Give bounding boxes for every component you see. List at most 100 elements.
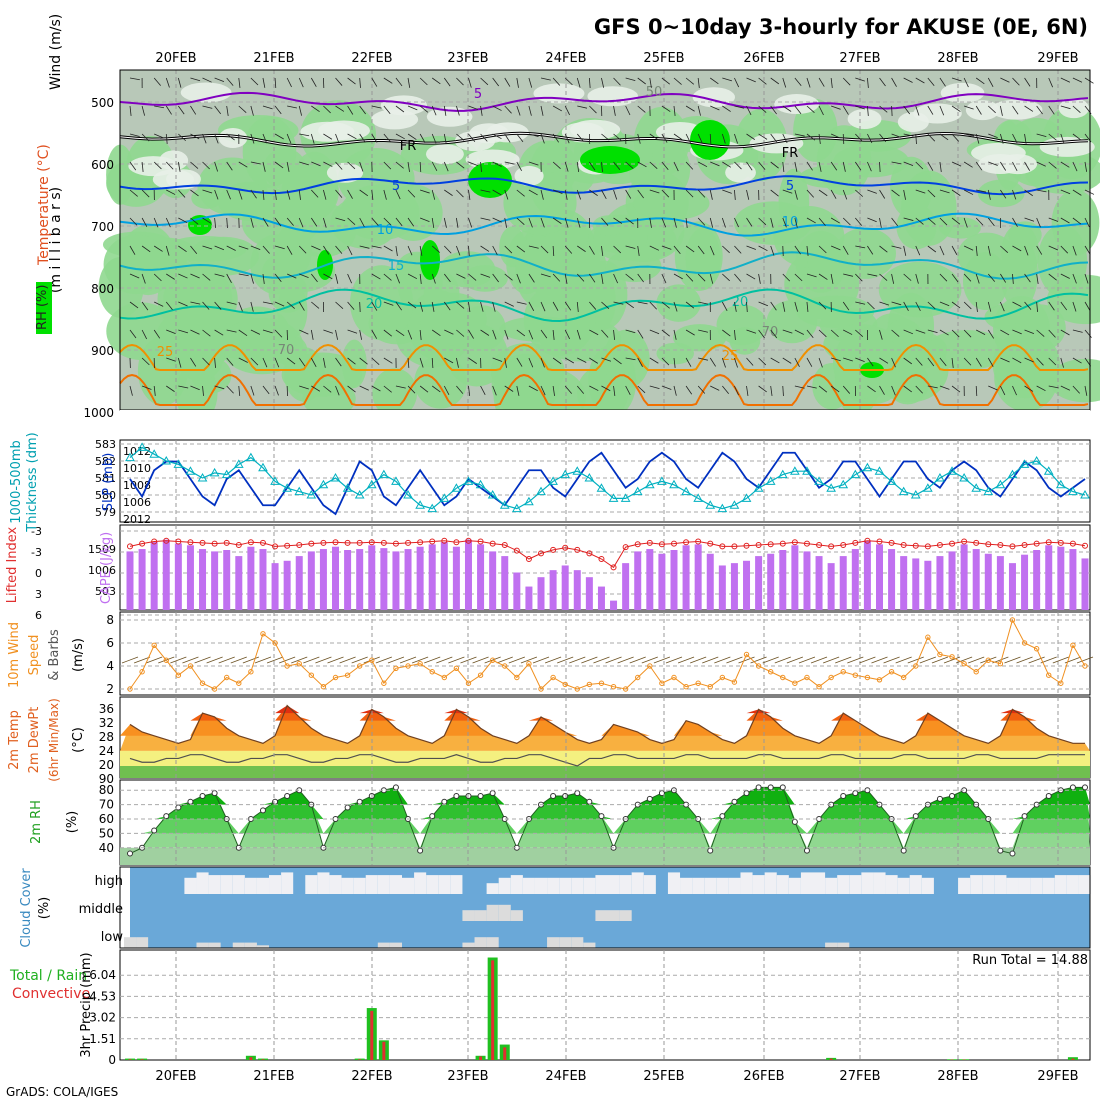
cape-bar bbox=[441, 542, 448, 610]
cloud-cell-clear bbox=[136, 937, 148, 948]
cape-bar bbox=[259, 549, 266, 610]
cape-bar bbox=[924, 561, 931, 610]
date-label-bottom: 22FEB bbox=[351, 1069, 392, 1084]
rh-area-dry bbox=[941, 83, 985, 103]
cloud-cell-clear bbox=[1079, 875, 1091, 894]
cloud-cell-clear bbox=[861, 872, 873, 894]
cloud-cell-clear bbox=[583, 943, 595, 948]
2m-rh-point bbox=[998, 848, 1003, 853]
wind10-label-2: Speed bbox=[27, 635, 42, 676]
cloud-cell-clear bbox=[873, 872, 885, 894]
rh-area-moist bbox=[282, 352, 363, 396]
cloud-cell-clear bbox=[789, 878, 801, 894]
2m-rh-point bbox=[599, 814, 604, 819]
cloud-cell-clear bbox=[1067, 875, 1079, 894]
lifted-tick-label: 0 bbox=[35, 567, 42, 580]
cloud-cell-clear bbox=[438, 875, 450, 894]
cloud-cell-clear bbox=[910, 875, 922, 894]
cloud-cell-clear bbox=[559, 878, 571, 894]
cloud-cell-clear bbox=[608, 875, 620, 894]
precip-convective-bar bbox=[249, 1057, 252, 1060]
wind-barb bbox=[892, 106, 893, 116]
cape-bar bbox=[284, 561, 291, 610]
cloud-cell-clear bbox=[644, 875, 656, 894]
cape-bar bbox=[683, 545, 690, 610]
date-label-top: 20FEB bbox=[155, 51, 196, 66]
precip-convective-bar bbox=[830, 1059, 833, 1060]
thickness-label-1: 1000-500mb bbox=[9, 440, 24, 524]
date-label-top: 25FEB bbox=[643, 51, 684, 66]
precip-convective-bar bbox=[141, 1059, 144, 1060]
rh-area-moist bbox=[656, 343, 694, 365]
2m-rh-point bbox=[285, 793, 290, 798]
cloud-cell-clear bbox=[317, 872, 329, 894]
cape-bar bbox=[900, 556, 907, 610]
cloud-cell-clear bbox=[922, 878, 934, 894]
cape-bar bbox=[550, 570, 557, 610]
contour-label: 15 bbox=[388, 259, 405, 274]
cloud-cell-clear bbox=[728, 878, 740, 894]
cloud-cell-clear bbox=[426, 875, 438, 894]
cape-bar bbox=[344, 550, 351, 610]
2m-rh-point bbox=[708, 848, 713, 853]
pressure-tick-label: 1000 bbox=[83, 406, 114, 420]
wind10-label-3: & Barbs bbox=[47, 629, 62, 681]
lifted-tick-label: 3 bbox=[35, 588, 42, 601]
pressure-tick-label: 600 bbox=[91, 158, 114, 172]
slp-tick-label: 1010 bbox=[123, 462, 151, 475]
2m-rh-point bbox=[841, 793, 846, 798]
precip-convective-bar bbox=[261, 1059, 264, 1060]
temp-band-green bbox=[120, 766, 1090, 778]
cape-bar bbox=[816, 556, 823, 610]
cape-bar bbox=[429, 544, 436, 610]
cape-bar bbox=[380, 548, 387, 610]
contour-label: 5 bbox=[474, 87, 482, 102]
cape-bar bbox=[755, 556, 762, 610]
cloud-cell-clear bbox=[886, 875, 898, 894]
wind10-tick-label: 2 bbox=[106, 682, 114, 696]
precip-total-label: Total / Rain bbox=[9, 968, 87, 984]
2m-rh-point bbox=[200, 793, 205, 798]
2m-rh-point bbox=[756, 785, 761, 790]
cloud-level-label: low bbox=[101, 930, 124, 945]
rh2m-label: 2m RH bbox=[29, 800, 44, 844]
rh-tick-label: 80 bbox=[99, 783, 114, 797]
contour-label: 70 bbox=[278, 343, 295, 358]
cape-bar bbox=[997, 556, 1004, 610]
date-label-bottom: 27FEB bbox=[839, 1069, 880, 1084]
cape-bar bbox=[574, 570, 581, 610]
precip-axis-label: 3hr Precip (mm) bbox=[79, 952, 94, 1057]
cloud-cell-clear bbox=[196, 872, 208, 894]
cape-bar bbox=[1033, 550, 1040, 610]
rh-area-dry bbox=[159, 150, 188, 170]
cloud-cell-clear bbox=[221, 875, 233, 894]
cloud-cell-clear bbox=[209, 875, 221, 894]
cloud-cell-clear bbox=[487, 937, 499, 948]
cloud-cell-clear bbox=[366, 875, 378, 894]
cape-bar bbox=[1082, 558, 1089, 610]
2m-rh-point bbox=[587, 799, 592, 804]
contour-label: 25 bbox=[157, 345, 174, 360]
cape-bar bbox=[598, 587, 605, 610]
contour-label: FR bbox=[782, 146, 799, 161]
2m-rh-point bbox=[273, 799, 278, 804]
thickness-tick-label: 583 bbox=[95, 438, 116, 451]
cape-bar bbox=[936, 556, 943, 610]
rh-area-moist bbox=[717, 305, 768, 346]
cape-bar bbox=[973, 549, 980, 610]
cloud-cell-clear bbox=[475, 910, 487, 921]
rh-legend-text: RH (%) bbox=[35, 285, 50, 330]
date-label-top: 22FEB bbox=[351, 51, 392, 66]
precip-convective-bar bbox=[503, 1047, 506, 1060]
cloud-cell-clear bbox=[583, 878, 595, 894]
lifted-tick-label: 6 bbox=[35, 609, 42, 622]
cloud-cell-clear bbox=[499, 878, 511, 894]
cape-bar bbox=[1021, 555, 1028, 610]
cape-bar bbox=[175, 543, 182, 610]
cape-bar bbox=[272, 563, 279, 610]
cape-bar bbox=[670, 550, 677, 610]
cloud-cell-clear bbox=[825, 943, 837, 948]
cape-bar bbox=[513, 573, 520, 611]
